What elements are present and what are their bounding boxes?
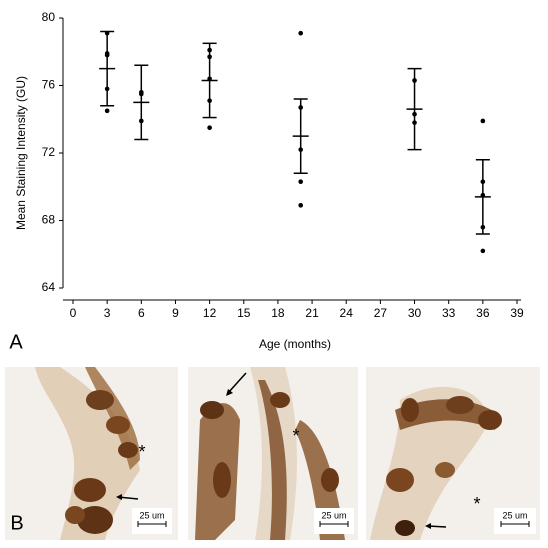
x-tick-label: 18 xyxy=(271,306,285,320)
data-point xyxy=(298,105,303,110)
x-tick-label: 36 xyxy=(476,306,490,320)
data-point xyxy=(139,91,144,97)
data-point xyxy=(298,30,303,36)
data-point xyxy=(207,125,212,130)
x-tick-label: 39 xyxy=(510,306,524,320)
micrograph: * 25 um xyxy=(5,367,178,540)
data-point xyxy=(104,52,110,58)
data-point xyxy=(104,108,110,114)
scale-bar-label: 25 um xyxy=(502,510,527,520)
data-point xyxy=(412,111,417,117)
data-point xyxy=(480,224,486,230)
data-point xyxy=(207,76,212,82)
data-point xyxy=(207,47,212,53)
data-point xyxy=(412,120,417,125)
data-point xyxy=(480,192,486,198)
x-tick-label: 0 xyxy=(70,306,77,320)
scale-bar-label: 25 um xyxy=(139,510,164,520)
data-point xyxy=(139,118,144,124)
data-point xyxy=(480,248,486,254)
x-tick-label: 30 xyxy=(408,306,422,320)
asterisk: * xyxy=(138,442,145,462)
data-point xyxy=(480,179,486,184)
data-point xyxy=(207,98,212,103)
x-tick-label: 33 xyxy=(442,306,456,320)
data-point xyxy=(207,54,212,60)
data-point xyxy=(104,86,110,92)
data-point xyxy=(104,30,110,36)
data-point xyxy=(480,118,486,124)
y-tick-label: 72 xyxy=(42,145,56,159)
y-tick-label: 80 xyxy=(42,10,56,24)
asterisk: * xyxy=(292,426,299,446)
x-tick-label: 27 xyxy=(374,306,388,320)
y-tick-label: 68 xyxy=(42,213,56,227)
x-tick-label: 9 xyxy=(172,306,179,320)
data-point xyxy=(412,78,417,83)
x-tick-label: 15 xyxy=(237,306,251,320)
x-tick-label: 3 xyxy=(104,306,111,320)
data-point xyxy=(298,179,303,184)
micrograph: * 25 um xyxy=(366,367,540,540)
x-tick-label: 21 xyxy=(305,306,319,320)
y-tick-label: 76 xyxy=(42,78,56,92)
micrograph: * 25 um xyxy=(188,367,358,540)
x-tick-label: 6 xyxy=(138,306,145,320)
x-axis-label: Age (months) xyxy=(259,337,331,351)
x-tick-label: 12 xyxy=(203,306,217,320)
x-tick-label: 24 xyxy=(340,306,354,320)
panel-label: B xyxy=(10,512,23,534)
asterisk: * xyxy=(473,494,480,514)
y-axis-label: Mean Staining Intensity (GU) xyxy=(14,76,28,230)
data-point xyxy=(298,147,303,152)
y-tick-label: 64 xyxy=(42,280,56,294)
scale-bar-label: 25 um xyxy=(321,510,346,520)
data-point xyxy=(298,203,303,208)
panel-label: A xyxy=(9,331,23,353)
